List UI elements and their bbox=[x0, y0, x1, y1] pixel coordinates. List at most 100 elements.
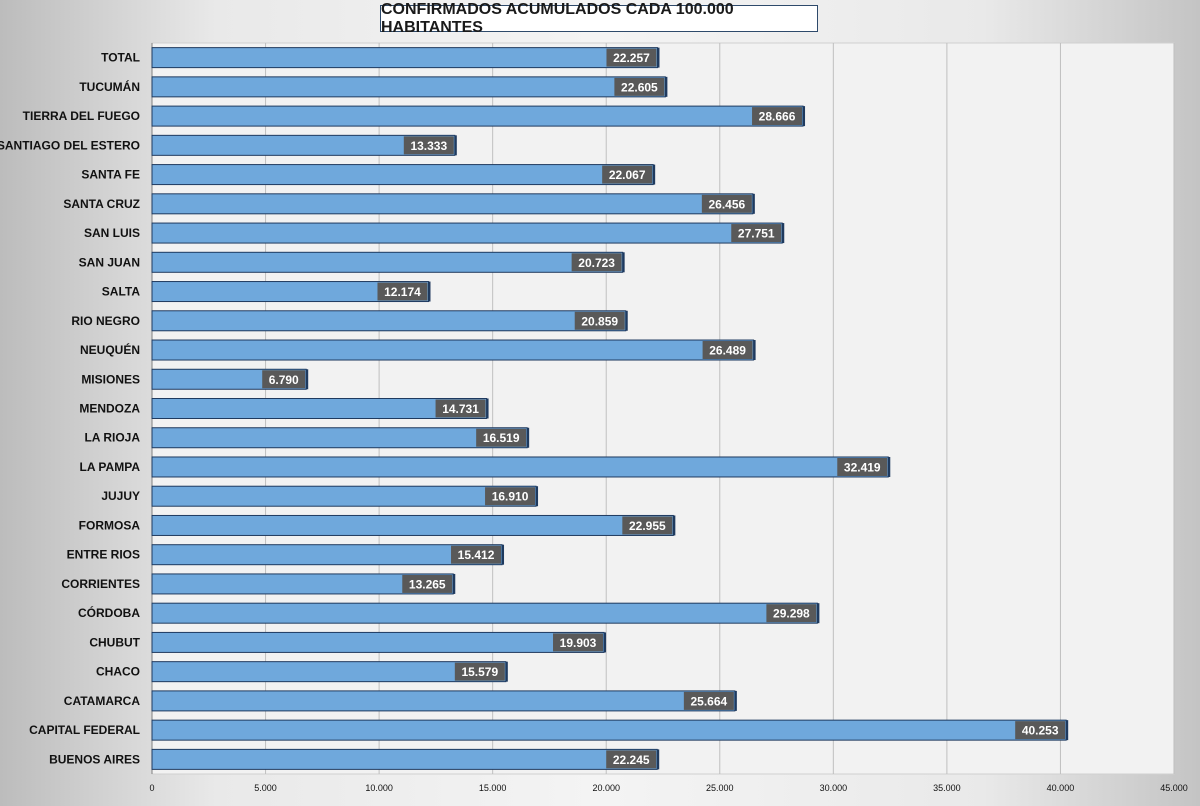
value-label: 20.859 bbox=[581, 314, 618, 328]
value-label: 22.067 bbox=[609, 168, 646, 182]
category-label: ENTRE RIOS bbox=[67, 548, 140, 562]
value-label-bg bbox=[837, 457, 888, 476]
value-label-bg bbox=[766, 604, 817, 623]
value-label-bg bbox=[553, 633, 604, 652]
bar bbox=[151, 105, 804, 127]
bar bbox=[151, 427, 528, 449]
category-label: LA RIOJA bbox=[84, 431, 140, 445]
x-tick-label: 40.000 bbox=[1047, 783, 1075, 793]
category-label: CHACO bbox=[96, 665, 140, 679]
category-label: SANTA FE bbox=[81, 168, 140, 182]
value-label-bg bbox=[1015, 721, 1066, 740]
bar bbox=[151, 661, 507, 683]
value-label: 22.605 bbox=[621, 80, 658, 94]
value-label: 14.731 bbox=[442, 402, 479, 416]
bar bbox=[151, 76, 666, 98]
value-label-bg bbox=[454, 662, 505, 681]
category-label: CAPITAL FEDERAL bbox=[29, 723, 140, 737]
bar bbox=[151, 456, 889, 478]
value-label: 20.723 bbox=[578, 256, 615, 270]
value-label-bg bbox=[403, 136, 454, 155]
value-label: 12.174 bbox=[384, 285, 421, 299]
category-label: MENDOZA bbox=[79, 402, 140, 416]
bar bbox=[151, 47, 658, 69]
value-label: 26.489 bbox=[709, 344, 746, 358]
category-label: CHUBUT bbox=[89, 635, 140, 649]
value-label-bg bbox=[485, 487, 536, 506]
x-tick-label: 15.000 bbox=[479, 783, 507, 793]
value-label: 22.245 bbox=[613, 753, 650, 767]
bar bbox=[151, 310, 627, 332]
category-label: FORMOSA bbox=[79, 518, 141, 532]
category-label: SALTA bbox=[102, 285, 141, 299]
category-label: SAN JUAN bbox=[79, 255, 140, 269]
category-label: SANTIAGO DEL ESTERO bbox=[0, 138, 140, 152]
value-label: 16.910 bbox=[492, 490, 529, 504]
category-label: SANTA CRUZ bbox=[63, 197, 140, 211]
value-label-bg bbox=[262, 370, 306, 389]
value-label: 26.456 bbox=[708, 197, 745, 211]
value-label-bg bbox=[683, 691, 734, 710]
bar bbox=[151, 281, 429, 303]
x-tick-label: 5.000 bbox=[254, 783, 277, 793]
category-label: RIO NEGRO bbox=[71, 314, 140, 328]
x-tick-label: 10.000 bbox=[365, 783, 393, 793]
value-label: 27.751 bbox=[738, 227, 775, 241]
bar bbox=[151, 164, 654, 186]
value-label: 13.265 bbox=[409, 577, 446, 591]
category-label: TOTAL bbox=[101, 51, 140, 65]
value-label-bg bbox=[435, 399, 486, 418]
value-label: 6.790 bbox=[269, 373, 299, 387]
value-label-bg bbox=[606, 750, 657, 769]
value-label-bg bbox=[622, 516, 673, 535]
category-label: LA PAMPA bbox=[80, 460, 141, 474]
bar bbox=[151, 398, 488, 419]
bar bbox=[151, 514, 674, 536]
value-label: 40.253 bbox=[1022, 724, 1059, 738]
value-label-bg bbox=[476, 428, 527, 447]
value-label: 22.955 bbox=[629, 519, 666, 533]
x-tick-label: 20.000 bbox=[592, 783, 620, 793]
category-label: JUJUY bbox=[101, 489, 140, 503]
value-label-bg bbox=[701, 194, 752, 213]
category-label: TIERRA DEL FUEGO bbox=[23, 109, 140, 123]
category-label: NEUQUÉN bbox=[80, 342, 140, 357]
x-tick-label: 25.000 bbox=[706, 783, 734, 793]
x-tick-label: 45.000 bbox=[1160, 783, 1188, 793]
bar bbox=[151, 690, 736, 712]
value-label-bg bbox=[571, 253, 622, 272]
bar bbox=[151, 193, 754, 215]
value-label: 22.257 bbox=[613, 51, 650, 65]
bar bbox=[151, 251, 624, 273]
bar bbox=[151, 544, 503, 566]
value-label: 15.412 bbox=[458, 548, 495, 562]
value-label-bg bbox=[377, 282, 428, 301]
bar bbox=[151, 631, 605, 653]
value-label-bg bbox=[606, 48, 657, 67]
category-label: SAN LUIS bbox=[84, 226, 140, 240]
bar bbox=[151, 485, 537, 507]
value-label-bg bbox=[574, 311, 625, 330]
value-label-bg bbox=[402, 574, 453, 593]
category-label: CÓRDOBA bbox=[78, 605, 140, 620]
value-label-bg bbox=[602, 165, 653, 184]
bar bbox=[151, 602, 818, 624]
bar bbox=[151, 748, 658, 770]
value-label-bg bbox=[614, 77, 665, 96]
value-label: 19.903 bbox=[560, 636, 597, 650]
value-label-bg bbox=[731, 224, 782, 243]
x-tick-label: 30.000 bbox=[820, 783, 848, 793]
bar bbox=[151, 134, 456, 156]
value-label: 16.519 bbox=[483, 431, 520, 445]
value-label: 28.666 bbox=[759, 110, 796, 124]
bar bbox=[151, 573, 454, 595]
value-label: 15.579 bbox=[461, 665, 498, 679]
value-label-bg bbox=[451, 545, 502, 564]
x-tick-label: 35.000 bbox=[933, 783, 961, 793]
category-label: CORRIENTES bbox=[61, 577, 140, 591]
value-label: 25.664 bbox=[691, 694, 728, 708]
category-label: TUCUMÁN bbox=[79, 79, 140, 94]
value-label-bg bbox=[752, 107, 803, 126]
